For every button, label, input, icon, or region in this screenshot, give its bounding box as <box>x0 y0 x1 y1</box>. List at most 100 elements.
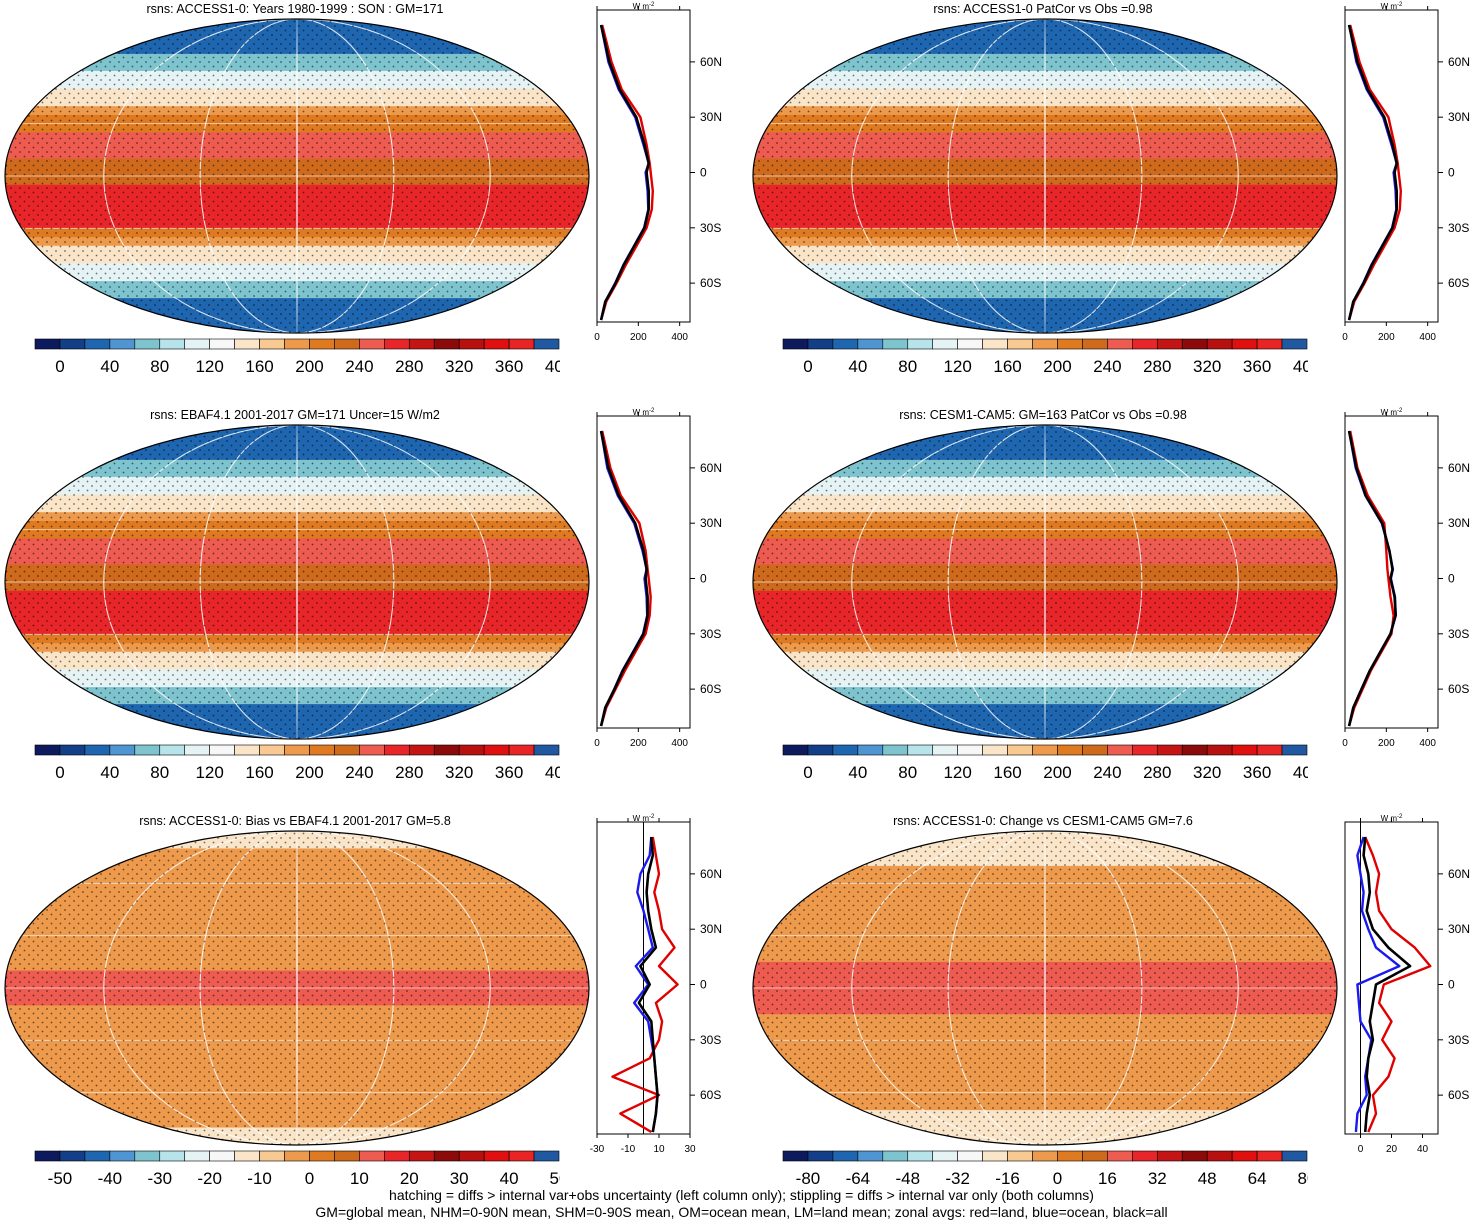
panel-title: rsns: CESM1-CAM5: GM=163 PatCor vs Obs =… <box>899 408 1187 422</box>
colorbar-swatch <box>458 1150 485 1162</box>
colorbar-label: 400 <box>1293 357 1308 376</box>
colorbar-swatch <box>1132 744 1158 756</box>
map-outline <box>4 830 590 1146</box>
colorbar-label: 240 <box>1093 357 1121 376</box>
profile-x-label: 400 <box>671 332 688 343</box>
colorbar-label: 160 <box>993 357 1021 376</box>
profile-x-label: 0 <box>1342 332 1348 343</box>
colorbar-label: 80 <box>898 763 917 782</box>
zonal-profile: W m-2 60N 30N 0 30S 60S -30 -10 10 30 <box>590 814 722 1155</box>
map-outline <box>4 18 590 334</box>
colorbar-swatch <box>433 338 460 350</box>
colorbar-swatch <box>782 1150 809 1162</box>
colorbar-swatch <box>359 1150 385 1162</box>
panel-title: rsns: ACCESS1-0: Bias vs EBAF4.1 2001-20… <box>139 814 451 828</box>
colorbar-swatch <box>209 1150 235 1162</box>
profile-line-all <box>1362 836 1412 1133</box>
colorbar-swatch <box>782 744 809 756</box>
colorbar-swatch <box>209 744 235 756</box>
colorbar-swatch <box>807 744 834 756</box>
profile-lat-label: 60N <box>700 461 722 475</box>
zonal-profile: W m-2 60N 30N 0 30S 60S 0 200 400 <box>594 408 722 749</box>
profile-lat-label: 60N <box>700 55 722 69</box>
profile-lat-label: 30N <box>700 110 722 124</box>
colorbar-label: 360 <box>1243 763 1271 782</box>
colorbar-swatch <box>1231 744 1258 756</box>
colorbar-swatch <box>384 1150 410 1162</box>
colorbar-label: 120 <box>943 763 971 782</box>
colorbar-label: 160 <box>245 763 273 782</box>
colorbar-label: 40 <box>500 1169 519 1188</box>
colorbar-swatch <box>184 338 210 350</box>
profile-unit-sup: -2 <box>649 2 655 8</box>
colorbar-swatch <box>982 1150 1008 1162</box>
colorbar-swatch <box>807 1150 834 1162</box>
zonal-profile: W m-2 60N 30N 0 30S 60S 0 200 400 <box>1342 2 1470 343</box>
colorbar: 0 40 80 120 160 200 240 280 320 360 400 <box>34 338 560 376</box>
profile-line-ocean <box>1354 836 1401 1133</box>
colorbar-swatch <box>109 744 136 756</box>
profile-lat-label: 30N <box>1448 922 1470 936</box>
colorbar-swatch <box>234 744 260 756</box>
colorbar-swatch <box>1206 744 1233 756</box>
colorbar-swatch <box>508 744 535 756</box>
colorbar-label: 16 <box>1098 1169 1117 1188</box>
map <box>752 830 1338 1146</box>
colorbar-label: 240 <box>345 763 373 782</box>
colorbar-label: 80 <box>898 357 917 376</box>
profile-x-label: 10 <box>653 1144 665 1155</box>
stippling <box>753 19 1337 333</box>
stippling <box>5 425 589 739</box>
profile-lat-label: 0 <box>700 978 707 992</box>
colorbar-label: 120 <box>943 357 971 376</box>
colorbar-swatch <box>384 338 410 350</box>
colorbar-swatch <box>957 1150 983 1162</box>
colorbar-swatch <box>1156 338 1183 350</box>
profile-lat-label: 60N <box>1448 867 1470 881</box>
colorbar-swatch <box>882 338 909 350</box>
panel-1: rsns: ACCESS1-0: Years 1980-1999 : SON :… <box>0 0 740 405</box>
profile-lat-label: 30S <box>1448 221 1469 235</box>
colorbar-swatch <box>309 1150 335 1162</box>
panel-4: rsns: CESM1-CAM5: GM=163 PatCor vs Obs =… <box>748 406 1483 811</box>
map <box>4 830 590 1146</box>
colorbar-label: 400 <box>545 763 560 782</box>
colorbar-swatch <box>109 1150 136 1162</box>
colorbar-swatch <box>84 744 111 756</box>
colorbar-label: 400 <box>545 357 560 376</box>
profile-unit: W m-2 <box>633 814 655 823</box>
colorbar-swatch <box>159 338 186 350</box>
colorbar-swatch <box>259 338 285 350</box>
colorbar-label: 320 <box>1193 763 1221 782</box>
map-outline <box>752 830 1338 1146</box>
colorbar-swatch <box>284 338 310 350</box>
colorbar-swatch <box>1256 1150 1283 1162</box>
colorbar-swatch <box>1032 338 1058 350</box>
profile-lat-label: 0 <box>1448 572 1455 586</box>
colorbar-label: 160 <box>993 763 1021 782</box>
colorbar-swatch <box>533 744 560 756</box>
colorbar-swatch <box>832 338 859 350</box>
colorbar-swatch <box>932 338 958 350</box>
profile-lat-label: 30S <box>700 221 721 235</box>
colorbar-swatch <box>1256 744 1283 756</box>
colorbar-label: -16 <box>995 1169 1020 1188</box>
colorbar-swatch <box>209 338 235 350</box>
colorbar-label: 280 <box>1143 357 1171 376</box>
colorbar-swatch <box>982 338 1008 350</box>
panel-title: rsns: ACCESS1-0 PatCor vs Obs =0.98 <box>933 2 1153 16</box>
colorbar-swatch <box>408 744 435 756</box>
colorbar-label: 360 <box>1243 357 1271 376</box>
map-outline <box>752 18 1338 334</box>
profile-unit: W m-2 <box>1381 2 1403 11</box>
colorbar-swatch <box>1156 1150 1183 1162</box>
colorbar-swatch <box>982 744 1008 756</box>
colorbar: -50 -40 -30 -20 -10 0 10 20 30 40 50 <box>34 1150 560 1188</box>
colorbar-label: 80 <box>1298 1169 1308 1188</box>
profile-x-label: 20 <box>1386 1144 1398 1155</box>
colorbar-swatch <box>1007 338 1033 350</box>
profile-lat-label: 60S <box>1448 1088 1469 1102</box>
colorbar-swatch <box>1082 744 1108 756</box>
colorbar-label: 0 <box>803 357 812 376</box>
